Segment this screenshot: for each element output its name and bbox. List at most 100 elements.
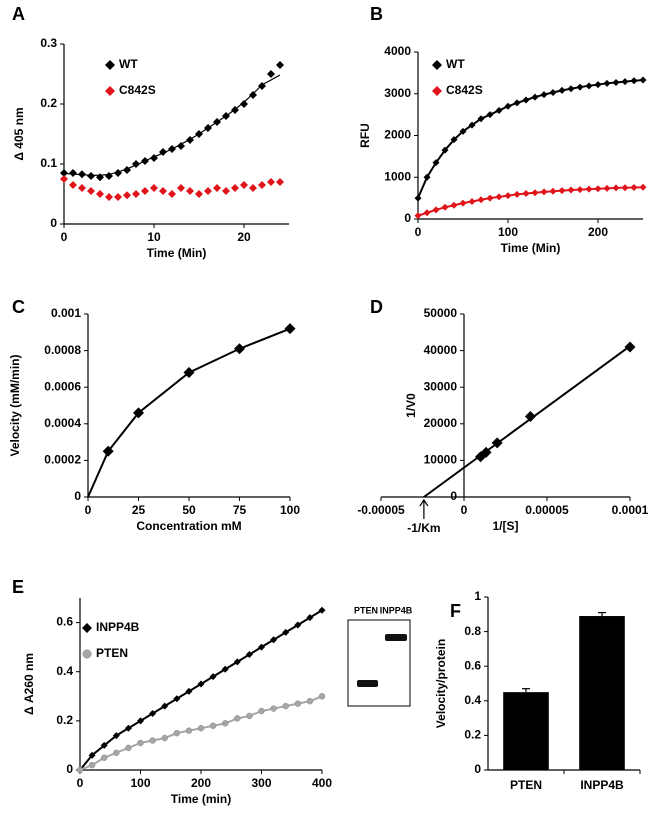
data-point: [102, 445, 114, 457]
y-tick-label: 0.2: [56, 713, 73, 727]
data-point: [267, 70, 275, 78]
data-point: [222, 112, 230, 120]
data-point: [491, 437, 503, 449]
x-tick-label: 0.00005: [525, 503, 569, 517]
x-tick-label: 100: [280, 503, 300, 517]
data-point: [231, 106, 239, 114]
data-point: [414, 194, 422, 202]
data-point: [231, 184, 239, 192]
data-point: [294, 700, 302, 707]
data-point: [159, 187, 167, 195]
data-point: [459, 199, 467, 207]
data-point: [159, 148, 167, 156]
data-point: [161, 702, 169, 710]
data-point: [432, 159, 440, 167]
annotation-arrow: [419, 498, 429, 519]
x-tick-label: 20: [237, 230, 251, 244]
data-point: [639, 183, 647, 191]
x-tick-label: 0: [61, 230, 68, 244]
data-point: [240, 100, 248, 108]
data-point: [282, 628, 290, 636]
chart-panel: C 0 0.0002 0.0004 0.0006 0.0008 0.001 0 25 50 75 10…: [8, 297, 300, 533]
chart-panel: B 0 1000 2000 3000 4000 0 100 200 Time (Min) RFU WT…: [358, 4, 647, 255]
data-point: [318, 606, 326, 614]
data-point: [69, 181, 77, 189]
x-tick-label: 25: [132, 503, 146, 517]
data-point: [76, 766, 84, 774]
data-point: [69, 169, 77, 177]
data-point: [531, 93, 539, 101]
data-point: [603, 79, 611, 87]
y-tick-label: 0.6: [464, 658, 481, 672]
data-point: [540, 91, 548, 99]
data-point: [294, 621, 302, 629]
y-tick-label: 4000: [384, 44, 411, 58]
panel-label: C: [12, 297, 25, 317]
x-tick-label: INPP4B: [580, 778, 624, 792]
y-tick-label: 0.0004: [44, 416, 81, 430]
legend-label: INPP4B: [96, 620, 140, 634]
x-axis-label: Time (Min): [147, 246, 207, 260]
data-point: [125, 744, 132, 752]
y-tick-label: 0.2: [464, 728, 481, 742]
data-point: [246, 712, 253, 720]
data-point: [233, 658, 241, 666]
legend-marker: [105, 86, 115, 96]
data-point: [258, 82, 266, 90]
data-point: [282, 702, 289, 710]
data-point: [513, 99, 521, 107]
x-tick-label: 100: [498, 225, 518, 239]
data-point: [306, 697, 314, 705]
fit-line: [423, 345, 631, 498]
x-tick-label: 0: [461, 503, 468, 517]
y-tick-label: 0.1: [40, 156, 57, 170]
data-point: [132, 190, 140, 198]
x-tick-label: 0.0001: [612, 503, 649, 517]
data-point: [197, 725, 205, 732]
x-axis-label: Concentration mM: [136, 519, 241, 533]
legend-marker: [105, 60, 115, 70]
blot-label: INPP4B: [380, 605, 413, 615]
data-point: [258, 181, 266, 189]
data-point: [585, 82, 593, 90]
data-point: [567, 85, 575, 93]
y-tick-label: 0.8: [464, 624, 481, 638]
panel-label: A: [12, 4, 25, 24]
data-point: [270, 636, 278, 644]
chart-panel: F 0 0.2 0.4 0.6 0.8 1 Velocity/protein PTEN INPP4…: [434, 589, 641, 792]
y-tick-label: 3000: [384, 86, 411, 100]
y-axis-label: Velocity (mM/min): [8, 354, 22, 456]
x-tick-label: 300: [251, 776, 271, 790]
data-point: [105, 172, 113, 180]
y-tick-label: 0.4: [56, 664, 73, 678]
data-point: [78, 170, 86, 179]
legend-marker: [432, 86, 442, 96]
x-tick-label: 100: [130, 776, 150, 790]
blot-frame: [347, 619, 411, 707]
y-axis-label: Δ A260 nm: [22, 653, 36, 715]
x-tick-label: 0: [85, 503, 92, 517]
data-point: [549, 88, 557, 96]
data-point: [441, 146, 449, 154]
data-point: [123, 191, 131, 200]
legend-marker: [432, 60, 442, 70]
bar: [579, 616, 625, 770]
y-tick-label: 1000: [384, 169, 411, 183]
data-point: [113, 749, 120, 757]
y-tick-label: 10000: [424, 453, 458, 467]
data-point: [150, 184, 158, 192]
data-point: [284, 323, 296, 335]
y-axis-label: Δ 405 nm: [12, 107, 26, 160]
x-tick-label: 75: [233, 503, 247, 517]
data-point: [468, 197, 476, 205]
data-point: [630, 77, 638, 85]
data-point: [168, 190, 176, 198]
data-point: [306, 614, 314, 622]
legend-marker: [82, 623, 92, 633]
data-point: [195, 190, 203, 198]
data-point: [540, 188, 548, 196]
data-point: [168, 145, 176, 153]
data-point: [149, 709, 157, 717]
data-point: [621, 78, 629, 86]
